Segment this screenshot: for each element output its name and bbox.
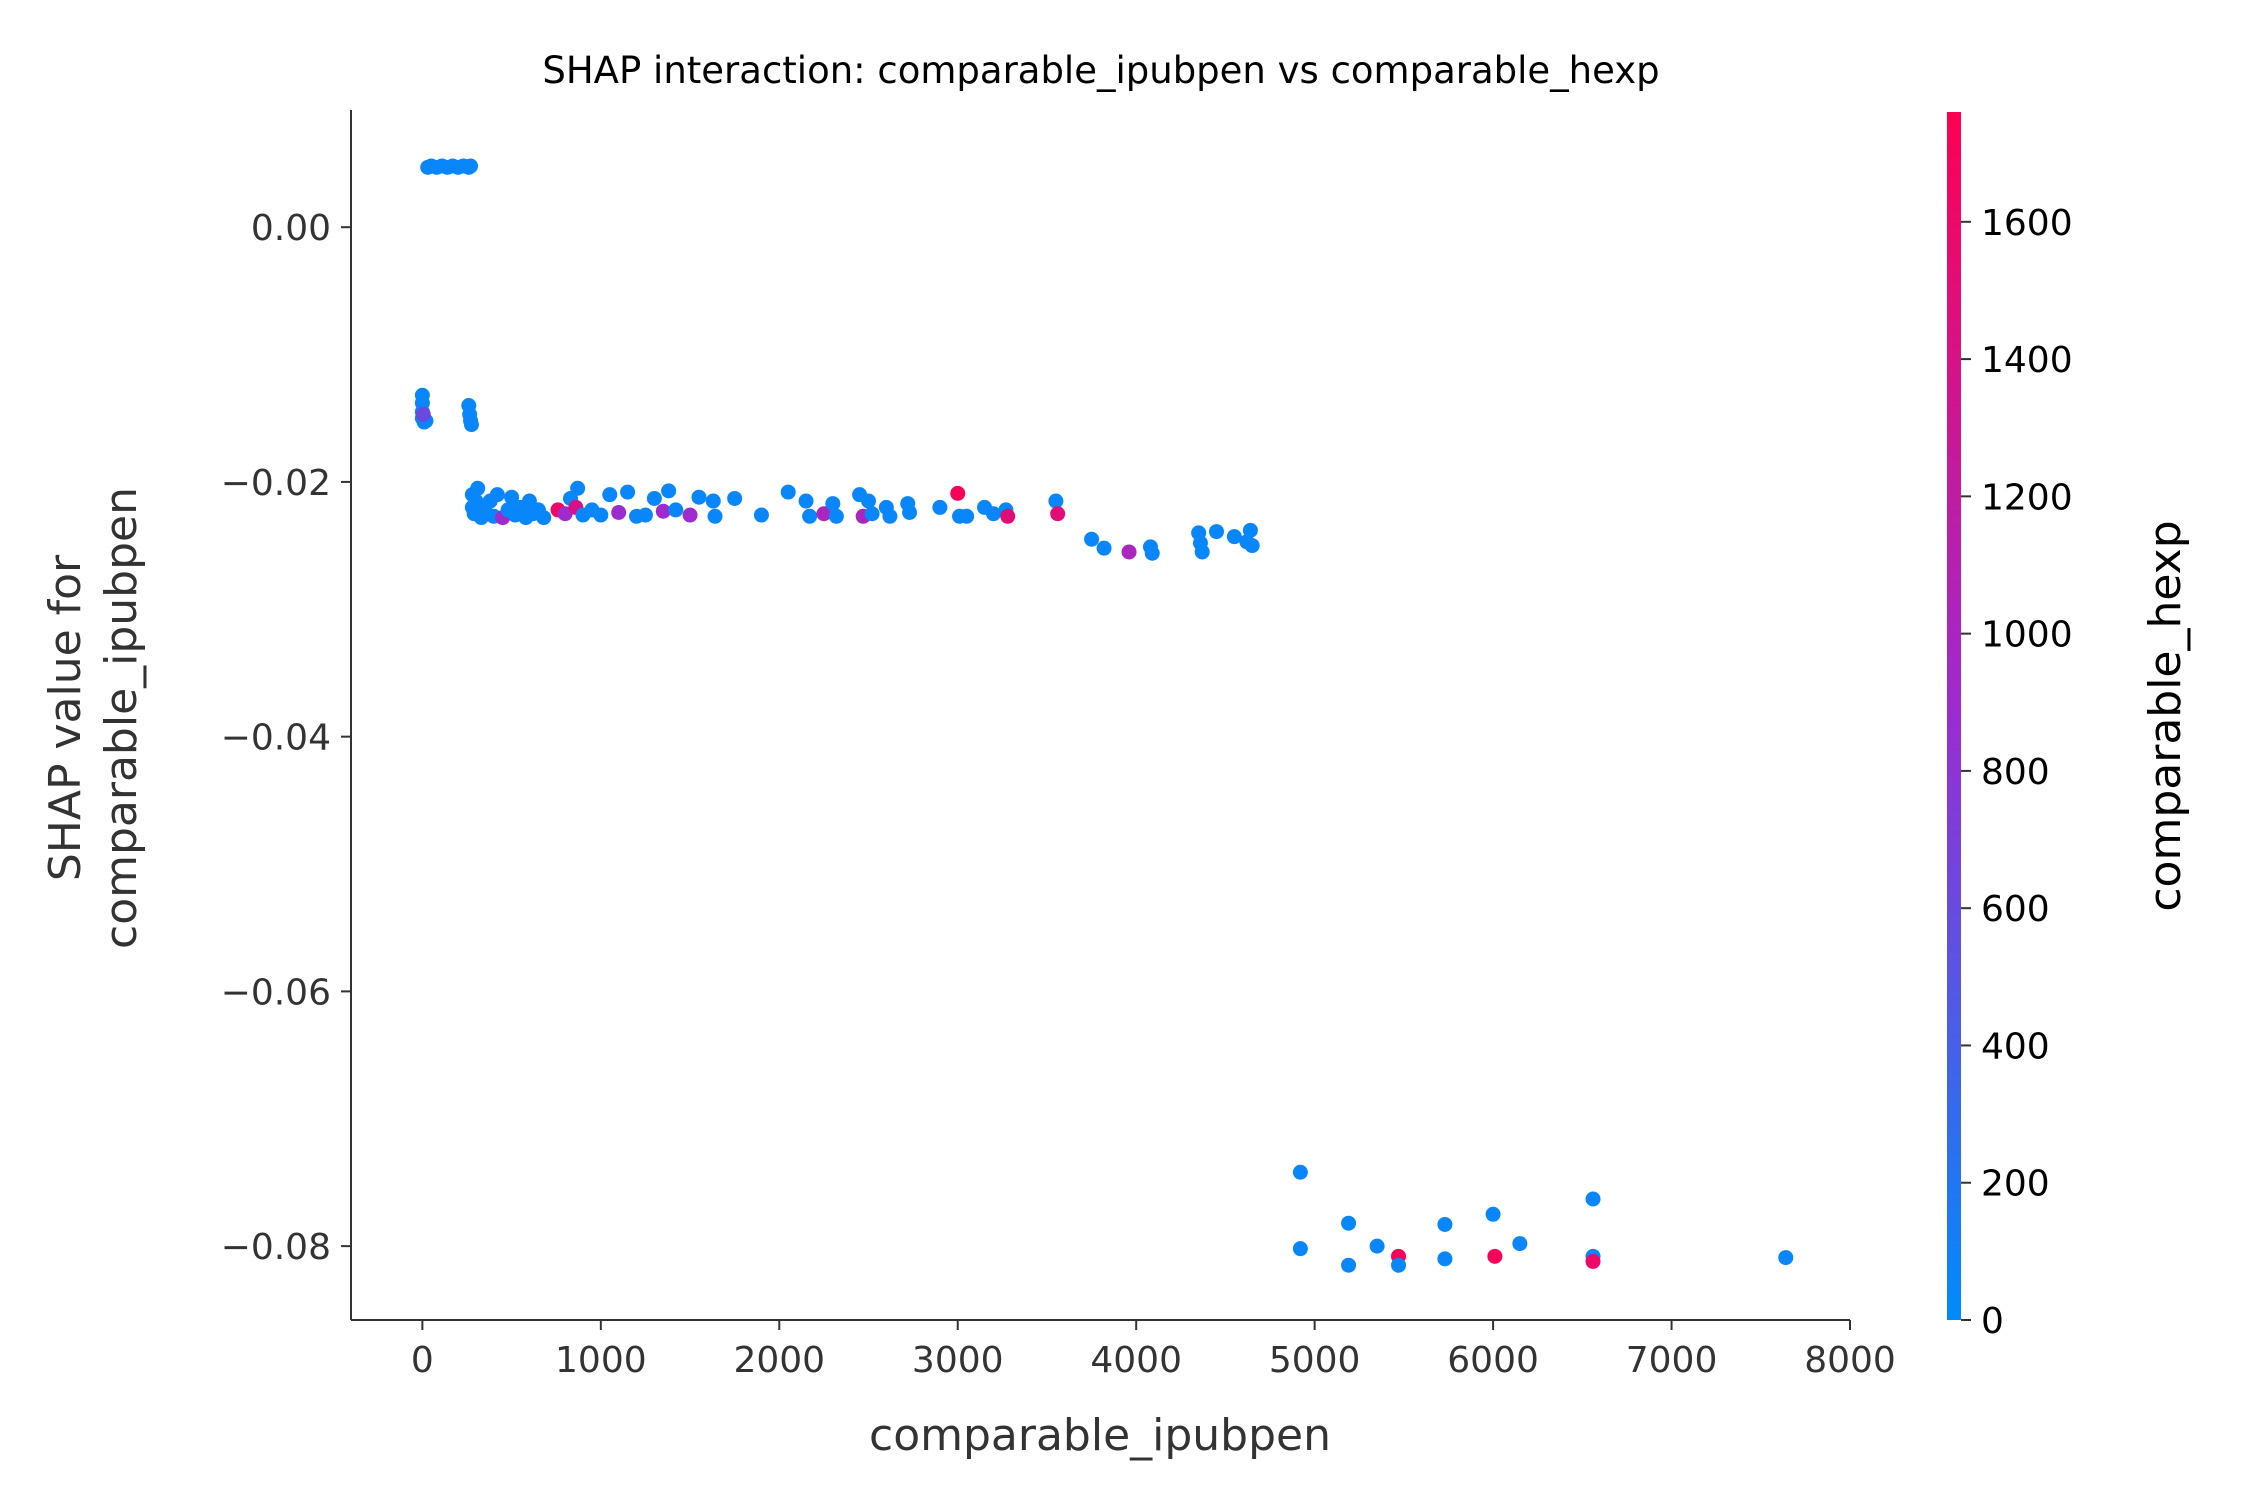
scatter-point <box>1084 532 1099 547</box>
y-ticks: 0.00 −0.02 −0.04 −0.06 −0.08 <box>221 208 351 1268</box>
scatter-point <box>754 508 769 523</box>
x-tick-label: 2000 <box>733 1340 825 1381</box>
scatter-point <box>950 486 965 501</box>
scatter-point <box>416 407 431 422</box>
scatter-point <box>620 485 635 500</box>
scatter-point <box>1050 506 1065 521</box>
scatter-point <box>593 508 608 523</box>
scatter-point <box>1097 541 1112 556</box>
scatter-point <box>1586 1192 1601 1207</box>
scatter-point <box>1437 1217 1452 1232</box>
scatter-point <box>829 509 844 524</box>
scatter-point <box>1145 546 1160 561</box>
colorbar-tick-label: 400 <box>1981 1026 2050 1067</box>
scatter-point <box>602 487 617 502</box>
colorbar-tick-label: 600 <box>1981 889 2050 930</box>
x-axis-label: comparable_ipubpen <box>869 1410 1331 1461</box>
scatter-point <box>464 417 479 432</box>
scatter-point <box>683 508 698 523</box>
scatter-point <box>902 505 917 520</box>
scatter-point <box>1512 1236 1527 1251</box>
scatter-point <box>1437 1251 1452 1266</box>
scatter-point <box>706 494 721 509</box>
scatter-point <box>1122 544 1137 559</box>
x-tick-label: 5000 <box>1269 1340 1361 1381</box>
scatter-point <box>463 159 478 174</box>
chart-title: SHAP interaction: comparable_ipubpen vs … <box>542 49 1659 92</box>
scatter-points <box>415 159 1793 1273</box>
x-tick-label: 8000 <box>1804 1340 1896 1381</box>
colorbar: 0 200 400 600 800 1000 1200 1400 1600 <box>1947 112 2073 1342</box>
scatter-point <box>470 481 485 496</box>
scatter-point <box>1209 524 1224 539</box>
scatter-point <box>1195 544 1210 559</box>
plot-area: 0 1000 2000 3000 4000 5000 6000 7000 8000 0.00 −0… <box>221 110 1896 1381</box>
scatter-point <box>490 487 505 502</box>
scatter-point <box>799 494 814 509</box>
scatter-point <box>781 485 796 500</box>
x-ticks: 0 1000 2000 3000 4000 5000 6000 7000 8000 <box>411 1320 1896 1381</box>
scatter-point <box>825 496 840 511</box>
y-tick-label: −0.08 <box>221 1227 331 1268</box>
scatter-point <box>882 509 897 524</box>
scatter-point <box>638 508 653 523</box>
x-tick-label: 3000 <box>912 1340 1004 1381</box>
scatter-point <box>1245 538 1260 553</box>
y-tick-label: −0.04 <box>221 718 331 759</box>
colorbar-label: comparable_hexp <box>2140 520 2191 911</box>
scatter-point <box>668 502 683 517</box>
scatter-point <box>647 491 662 506</box>
scatter-point <box>611 505 626 520</box>
scatter-point <box>932 500 947 515</box>
x-tick-label: 1000 <box>555 1340 647 1381</box>
scatter-point <box>1341 1258 1356 1273</box>
x-tick-label: 0 <box>411 1340 434 1381</box>
scatter-point <box>1586 1254 1601 1269</box>
colorbar-tick-label: 1400 <box>1981 340 2073 381</box>
colorbar-gradient <box>1947 112 1961 1320</box>
scatter-point <box>691 490 706 505</box>
scatter-point <box>865 506 880 521</box>
scatter-point <box>1778 1250 1793 1265</box>
colorbar-tick-label: 1200 <box>1981 477 2073 518</box>
scatter-point <box>1243 523 1258 538</box>
colorbar-tick-label: 0 <box>1981 1301 2004 1342</box>
colorbar-tick-label: 1600 <box>1981 203 2073 244</box>
scatter-point <box>536 510 551 525</box>
colorbar-tick-label: 200 <box>1981 1164 2050 1205</box>
scatter-point <box>708 509 723 524</box>
scatter-point <box>802 509 817 524</box>
y-axis-label: SHAP value for comparable_ipubpen <box>40 487 147 949</box>
colorbar-tick-label: 800 <box>1981 752 2050 793</box>
scatter-point <box>1000 509 1015 524</box>
x-tick-label: 4000 <box>1090 1340 1182 1381</box>
y-tick-label: −0.02 <box>221 463 331 504</box>
scatter-point <box>1391 1258 1406 1273</box>
x-tick-label: 6000 <box>1447 1340 1539 1381</box>
scatter-point <box>1487 1249 1502 1264</box>
colorbar-ticks: 0 200 400 600 800 1000 1200 1400 1600 <box>1961 203 2073 1342</box>
scatter-point <box>1486 1207 1501 1222</box>
y-axis-label-line1: SHAP value for <box>40 554 91 881</box>
scatter-point <box>1341 1216 1356 1231</box>
colorbar-tick-label: 1000 <box>1981 615 2073 656</box>
x-tick-label: 7000 <box>1626 1340 1718 1381</box>
scatter-point <box>959 509 974 524</box>
scatter-point <box>1293 1165 1308 1180</box>
scatter-point <box>661 483 676 498</box>
scatter-point <box>1293 1241 1308 1256</box>
scatter-point <box>1048 494 1063 509</box>
scatter-point <box>727 491 742 506</box>
scatter-point <box>570 481 585 496</box>
scatter-point <box>861 494 876 509</box>
y-tick-label: −0.06 <box>221 972 331 1013</box>
y-axis-label-line2: comparable_ipubpen <box>96 487 147 949</box>
scatter-point <box>1370 1239 1385 1254</box>
y-tick-label: 0.00 <box>251 208 331 249</box>
